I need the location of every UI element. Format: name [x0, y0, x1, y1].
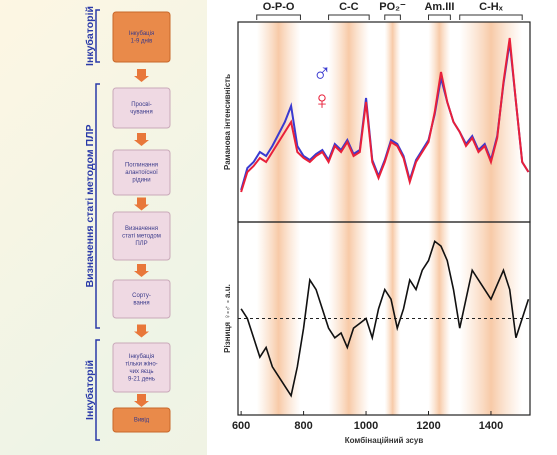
step-text: алантоїсної: [125, 170, 158, 176]
step-text: Просві-: [131, 102, 152, 108]
arrow: [137, 264, 146, 271]
step-box: [112, 407, 171, 433]
x-axis-label: Комбінаційний зсув: [345, 436, 424, 445]
plot-frame: [237, 221, 531, 416]
arrow: [137, 69, 146, 76]
arrow: [134, 76, 149, 82]
flowchart: Інкубаторій Визначення статі методом ПЛР…: [84, 6, 171, 441]
arrow: [134, 204, 149, 211]
band-bracket: [428, 14, 451, 20]
arrow: [137, 133, 146, 140]
section-title: Визначення статі методом ПЛР: [84, 125, 96, 288]
step-text: ПЛР: [135, 241, 147, 247]
step: Вивід: [112, 407, 171, 433]
step-text: вання: [133, 300, 149, 306]
band-bracket: [384, 14, 401, 20]
step-text: Інкубація: [129, 354, 154, 360]
bracket: [95, 83, 100, 329]
y-axis-label: Різниця ♀-♂ - a.u.: [223, 284, 232, 353]
step-box: [112, 279, 171, 319]
band-shade: [328, 22, 370, 415]
x-tick-label: 600: [232, 420, 250, 432]
step-text: тільки жіно-: [125, 361, 157, 367]
band-shade: [256, 22, 301, 415]
x-tick-label: 800: [294, 420, 312, 432]
band-bracket: [256, 14, 301, 20]
arrow: [134, 140, 149, 146]
step-text: чих яєць: [129, 369, 153, 375]
step: Сорту-вання: [112, 279, 171, 319]
arrow: [134, 271, 149, 277]
band-bracket: [328, 14, 370, 20]
step-text: Поглинання: [125, 163, 158, 169]
step-text: рідини: [132, 178, 150, 184]
band-label: PO₂⁻: [379, 1, 406, 13]
step-box: [112, 342, 171, 393]
section-title: Інкубаторій: [84, 360, 96, 420]
step: Просві-чування: [112, 87, 171, 129]
band-shade: [384, 22, 401, 415]
arrow: [137, 197, 146, 205]
step-text: 1-9 днів: [131, 38, 153, 44]
x-tick-label: 1000: [354, 420, 378, 432]
step-text: статі методом: [122, 234, 161, 240]
x-tick-label: 1400: [479, 420, 503, 432]
band-label: C-Hₓ: [479, 1, 504, 13]
step-text: Вивід: [134, 418, 150, 424]
step-box: [112, 11, 171, 63]
band-label: O-P-O: [263, 1, 295, 13]
arrow: [137, 324, 146, 332]
x-tick-label: 1200: [416, 420, 440, 432]
series-line: [240, 239, 530, 398]
band-bracket: [459, 14, 523, 20]
step-box: [112, 149, 171, 196]
series-line: [240, 37, 530, 193]
step-text: Визначення: [125, 226, 158, 232]
step-text: Сорту-: [132, 293, 151, 299]
section-title: Інкубаторій: [84, 6, 96, 66]
arrow: [134, 331, 149, 338]
arrow: [134, 401, 149, 407]
bracket: [95, 9, 100, 63]
band-label: C-C: [339, 1, 359, 13]
step-text: 9-21 день: [128, 376, 155, 382]
legend-symbol: ♂: [312, 57, 332, 87]
y-axis-label: Раманова інтенсивність: [223, 74, 232, 170]
arrow: [137, 394, 146, 401]
band-label: Am.III: [424, 1, 454, 13]
band-shade: [459, 22, 523, 415]
legend-symbol: ♀: [312, 85, 332, 115]
step-text: чування: [130, 109, 152, 115]
step-text: Інкубація: [129, 31, 154, 37]
step-box: [112, 211, 171, 261]
bracket: [95, 339, 100, 441]
step-box: [112, 87, 171, 129]
